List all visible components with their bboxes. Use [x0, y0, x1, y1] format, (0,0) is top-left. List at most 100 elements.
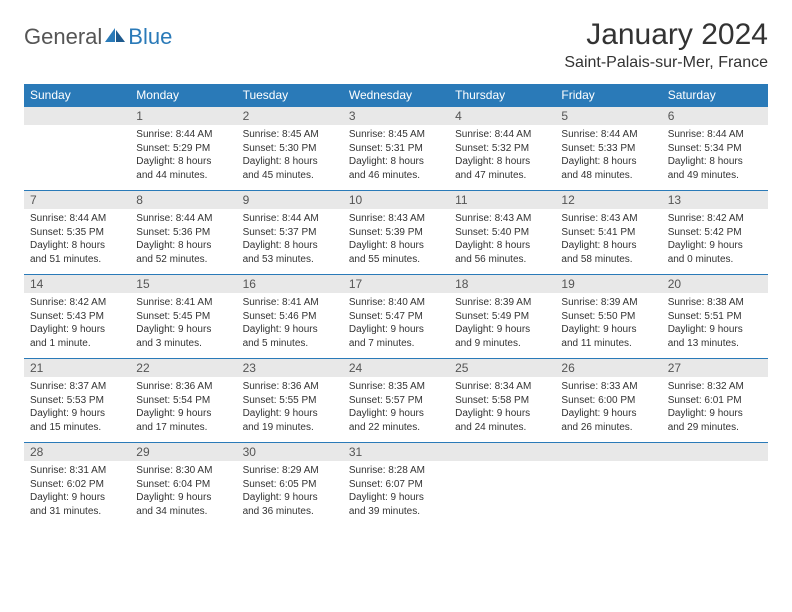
daylight-text: Daylight: 8 hours and 44 minutes.: [136, 155, 230, 182]
day-header: Thursday: [449, 84, 555, 107]
calendar-cell: 15Sunrise: 8:41 AMSunset: 5:45 PMDayligh…: [130, 275, 236, 359]
sunset-text: Sunset: 5:54 PM: [136, 394, 230, 408]
day-detail: Sunrise: 8:44 AMSunset: 5:35 PMDaylight:…: [24, 209, 130, 272]
month-title: January 2024: [564, 18, 768, 52]
sunset-text: Sunset: 5:57 PM: [349, 394, 443, 408]
day-number: 27: [662, 359, 768, 377]
day-detail: Sunrise: 8:30 AMSunset: 6:04 PMDaylight:…: [130, 461, 236, 524]
day-number: 7: [24, 191, 130, 209]
sunset-text: Sunset: 5:35 PM: [30, 226, 124, 240]
daylight-text: Daylight: 8 hours and 53 minutes.: [243, 239, 337, 266]
day-number: 19: [555, 275, 661, 293]
day-number: 23: [237, 359, 343, 377]
day-detail: Sunrise: 8:35 AMSunset: 5:57 PMDaylight:…: [343, 377, 449, 440]
daylight-text: Daylight: 8 hours and 52 minutes.: [136, 239, 230, 266]
day-number: 16: [237, 275, 343, 293]
sunrise-text: Sunrise: 8:41 AM: [243, 296, 337, 310]
daylight-text: Daylight: 8 hours and 45 minutes.: [243, 155, 337, 182]
sunset-text: Sunset: 6:05 PM: [243, 478, 337, 492]
day-detail: Sunrise: 8:33 AMSunset: 6:00 PMDaylight:…: [555, 377, 661, 440]
day-number: 29: [130, 443, 236, 461]
sunrise-text: Sunrise: 8:39 AM: [561, 296, 655, 310]
calendar-cell: 22Sunrise: 8:36 AMSunset: 5:54 PMDayligh…: [130, 359, 236, 443]
day-number: 21: [24, 359, 130, 377]
daylight-text: Daylight: 8 hours and 46 minutes.: [349, 155, 443, 182]
daylight-text: Daylight: 8 hours and 48 minutes.: [561, 155, 655, 182]
sunrise-text: Sunrise: 8:44 AM: [136, 212, 230, 226]
day-number: 8: [130, 191, 236, 209]
sunrise-text: Sunrise: 8:45 AM: [349, 128, 443, 142]
day-number: 2: [237, 107, 343, 125]
calendar-cell: 20Sunrise: 8:38 AMSunset: 5:51 PMDayligh…: [662, 275, 768, 359]
day-detail: Sunrise: 8:39 AMSunset: 5:50 PMDaylight:…: [555, 293, 661, 356]
day-detail: Sunrise: 8:44 AMSunset: 5:32 PMDaylight:…: [449, 125, 555, 188]
day-detail: Sunrise: 8:44 AMSunset: 5:36 PMDaylight:…: [130, 209, 236, 272]
day-detail: Sunrise: 8:38 AMSunset: 5:51 PMDaylight:…: [662, 293, 768, 356]
page-header: General Blue January 2024 Saint-Palais-s…: [24, 18, 768, 72]
sunrise-text: Sunrise: 8:44 AM: [668, 128, 762, 142]
daylight-text: Daylight: 9 hours and 34 minutes.: [136, 491, 230, 518]
daylight-text: Daylight: 9 hours and 39 minutes.: [349, 491, 443, 518]
day-detail: Sunrise: 8:42 AMSunset: 5:43 PMDaylight:…: [24, 293, 130, 356]
sunset-text: Sunset: 6:01 PM: [668, 394, 762, 408]
calendar-cell: 24Sunrise: 8:35 AMSunset: 5:57 PMDayligh…: [343, 359, 449, 443]
day-number: 18: [449, 275, 555, 293]
sunrise-text: Sunrise: 8:44 AM: [561, 128, 655, 142]
calendar-row: 28Sunrise: 8:31 AMSunset: 6:02 PMDayligh…: [24, 443, 768, 527]
calendar-table: Sunday Monday Tuesday Wednesday Thursday…: [24, 84, 768, 527]
sunset-text: Sunset: 6:00 PM: [561, 394, 655, 408]
calendar-cell: 9Sunrise: 8:44 AMSunset: 5:37 PMDaylight…: [237, 191, 343, 275]
sunrise-text: Sunrise: 8:39 AM: [455, 296, 549, 310]
day-number: 11: [449, 191, 555, 209]
day-detail: Sunrise: 8:32 AMSunset: 6:01 PMDaylight:…: [662, 377, 768, 440]
day-detail: Sunrise: 8:43 AMSunset: 5:41 PMDaylight:…: [555, 209, 661, 272]
sunset-text: Sunset: 5:40 PM: [455, 226, 549, 240]
day-number: 13: [662, 191, 768, 209]
sunset-text: Sunset: 5:37 PM: [243, 226, 337, 240]
daylight-text: Daylight: 9 hours and 22 minutes.: [349, 407, 443, 434]
day-number: 9: [237, 191, 343, 209]
daylight-text: Daylight: 9 hours and 1 minute.: [30, 323, 124, 350]
sunset-text: Sunset: 5:47 PM: [349, 310, 443, 324]
daylight-text: Daylight: 8 hours and 55 minutes.: [349, 239, 443, 266]
daylight-text: Daylight: 9 hours and 17 minutes.: [136, 407, 230, 434]
location-label: Saint-Palais-sur-Mer, France: [564, 54, 768, 72]
sunset-text: Sunset: 5:43 PM: [30, 310, 124, 324]
calendar-row: 7Sunrise: 8:44 AMSunset: 5:35 PMDaylight…: [24, 191, 768, 275]
sunrise-text: Sunrise: 8:43 AM: [561, 212, 655, 226]
calendar-cell: [449, 443, 555, 527]
calendar-cell: 27Sunrise: 8:32 AMSunset: 6:01 PMDayligh…: [662, 359, 768, 443]
day-number: [555, 443, 661, 461]
sunset-text: Sunset: 5:29 PM: [136, 142, 230, 156]
calendar-cell: 3Sunrise: 8:45 AMSunset: 5:31 PMDaylight…: [343, 107, 449, 191]
daylight-text: Daylight: 9 hours and 9 minutes.: [455, 323, 549, 350]
calendar-row: 21Sunrise: 8:37 AMSunset: 5:53 PMDayligh…: [24, 359, 768, 443]
day-detail: Sunrise: 8:41 AMSunset: 5:45 PMDaylight:…: [130, 293, 236, 356]
sunset-text: Sunset: 5:33 PM: [561, 142, 655, 156]
calendar-cell: 4Sunrise: 8:44 AMSunset: 5:32 PMDaylight…: [449, 107, 555, 191]
sunset-text: Sunset: 5:46 PM: [243, 310, 337, 324]
calendar-cell: 18Sunrise: 8:39 AMSunset: 5:49 PMDayligh…: [449, 275, 555, 359]
calendar-cell: 30Sunrise: 8:29 AMSunset: 6:05 PMDayligh…: [237, 443, 343, 527]
day-detail: Sunrise: 8:43 AMSunset: 5:40 PMDaylight:…: [449, 209, 555, 272]
sunrise-text: Sunrise: 8:34 AM: [455, 380, 549, 394]
daylight-text: Daylight: 9 hours and 7 minutes.: [349, 323, 443, 350]
calendar-cell: [24, 107, 130, 191]
calendar-cell: 28Sunrise: 8:31 AMSunset: 6:02 PMDayligh…: [24, 443, 130, 527]
daylight-text: Daylight: 9 hours and 11 minutes.: [561, 323, 655, 350]
daylight-text: Daylight: 9 hours and 13 minutes.: [668, 323, 762, 350]
daylight-text: Daylight: 8 hours and 51 minutes.: [30, 239, 124, 266]
sunset-text: Sunset: 5:51 PM: [668, 310, 762, 324]
day-detail: Sunrise: 8:36 AMSunset: 5:55 PMDaylight:…: [237, 377, 343, 440]
calendar-cell: 2Sunrise: 8:45 AMSunset: 5:30 PMDaylight…: [237, 107, 343, 191]
day-number: 4: [449, 107, 555, 125]
sunset-text: Sunset: 5:45 PM: [136, 310, 230, 324]
logo-text-general: General: [24, 24, 102, 50]
calendar-body: 1Sunrise: 8:44 AMSunset: 5:29 PMDaylight…: [24, 107, 768, 527]
calendar-cell: 7Sunrise: 8:44 AMSunset: 5:35 PMDaylight…: [24, 191, 130, 275]
day-number: 3: [343, 107, 449, 125]
day-header: Friday: [555, 84, 661, 107]
day-header: Tuesday: [237, 84, 343, 107]
day-number: 30: [237, 443, 343, 461]
sunrise-text: Sunrise: 8:44 AM: [455, 128, 549, 142]
